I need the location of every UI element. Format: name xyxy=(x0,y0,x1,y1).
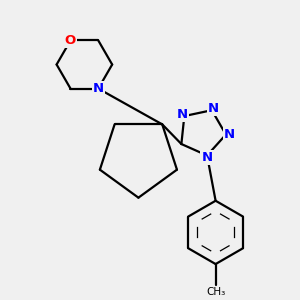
Text: N: N xyxy=(202,151,213,164)
Text: N: N xyxy=(224,128,235,141)
Text: O: O xyxy=(65,34,76,47)
Text: N: N xyxy=(208,102,219,115)
Text: N: N xyxy=(93,82,104,95)
Text: N: N xyxy=(177,108,188,121)
Text: CH₃: CH₃ xyxy=(206,287,225,297)
